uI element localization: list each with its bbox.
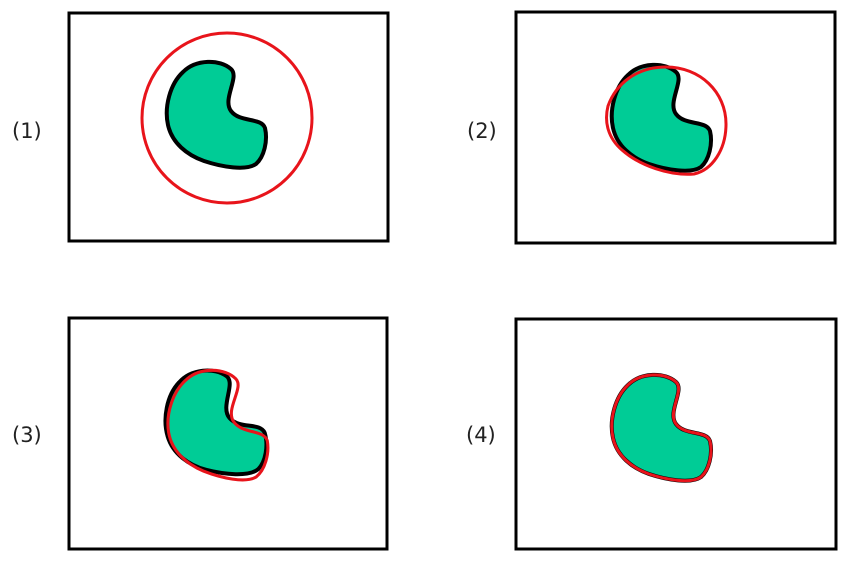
panel-label-1: (1) bbox=[12, 119, 42, 143]
panel-2: (2) bbox=[467, 10, 837, 245]
contour-shrinking-2 bbox=[605, 65, 728, 176]
panel-label-4: (4) bbox=[466, 423, 496, 447]
panel-1: (1) bbox=[12, 11, 390, 243]
panel-3: (3) bbox=[12, 316, 389, 551]
contour-circle-1 bbox=[140, 31, 314, 205]
panel-label-3: (3) bbox=[12, 423, 42, 447]
panel-label-2: (2) bbox=[467, 119, 497, 143]
panel-4: (4) bbox=[466, 317, 838, 551]
